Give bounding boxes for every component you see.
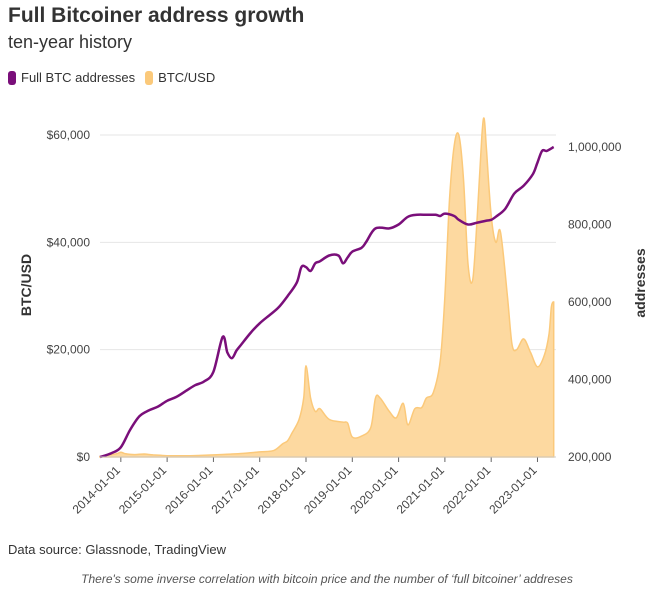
x-tick-label: 2021-01-01	[394, 463, 448, 517]
x-tick-label: 2020-01-01	[347, 463, 401, 517]
legend-item-addresses: Full BTC addresses	[8, 70, 135, 85]
btc-usd-area	[99, 117, 555, 458]
y-left-tick-label: $60,000	[47, 128, 91, 142]
data-source: Data source: Glassnode, TradingView	[8, 542, 226, 557]
legend-label-btc-usd: BTC/USD	[158, 70, 216, 85]
axes: $0 $20,000 $40,000 $60,000 200,000 400,000 600…	[47, 128, 622, 517]
x-tick-label: 2018-01-01	[255, 463, 309, 517]
legend-item-btc-usd: BTC/USD	[145, 70, 215, 85]
y-right-tick-label: 200,000	[568, 450, 612, 464]
y-axis-left-label: BTC/USD	[18, 254, 34, 316]
x-tick-label: 2019-01-01	[301, 463, 355, 517]
y-axis-right-label: addresses	[632, 248, 648, 317]
x-tick-label: 2016-01-01	[162, 463, 216, 517]
y-left-tick-label: $20,000	[47, 343, 91, 357]
y-right-tick-label: 1,000,000	[568, 140, 622, 154]
x-tick-label: 2017-01-01	[209, 463, 263, 517]
x-tick-label: 2014-01-01	[70, 463, 124, 517]
full-btc-addresses-line	[99, 145, 555, 459]
x-tick-label: 2023-01-01	[486, 463, 540, 517]
chart-plot: $0 $20,000 $40,000 $60,000 200,000 400,000 600…	[18, 117, 648, 517]
y-right-tick-label: 800,000	[568, 218, 612, 232]
y-right-tick-label: 600,000	[568, 295, 612, 309]
x-tick-label: 2022-01-01	[440, 463, 494, 517]
chart-subtitle: ten-year history	[8, 32, 133, 52]
legend-swatch-btc-usd	[145, 70, 154, 85]
legend: Full BTC addresses BTC/USD	[8, 70, 225, 85]
y-right-tick-label: 400,000	[568, 373, 612, 387]
y-left-tick-label: $40,000	[47, 235, 91, 249]
legend-swatch-addresses	[8, 70, 16, 85]
chart-title: Full Bitcoiner address growth	[8, 4, 305, 27]
chart-note: There's some inverse correlation with bi…	[81, 572, 573, 586]
legend-label-addresses: Full BTC addresses	[21, 70, 136, 85]
x-tick-label: 2015-01-01	[116, 463, 170, 517]
y-left-tick-label: $0	[77, 450, 91, 464]
